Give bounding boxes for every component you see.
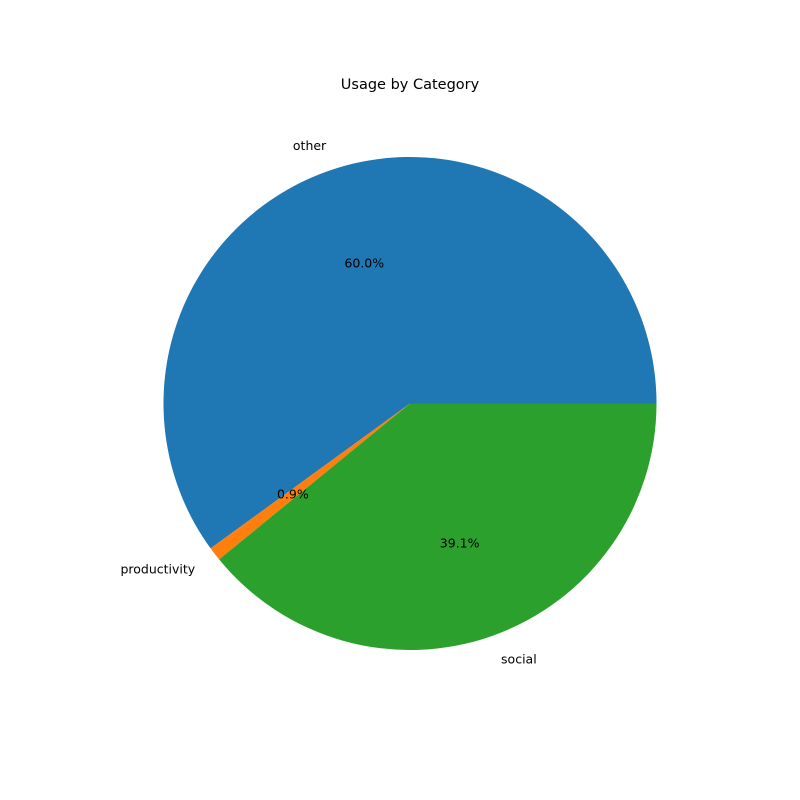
- pct-label-productivity: 0.9%: [277, 486, 309, 501]
- chart-title: Usage by Category: [341, 77, 480, 93]
- pie-slice-productivity: [210, 403, 410, 560]
- pie-labels: other 60.0% productivity 0.9% social 39.1%: [120, 138, 536, 666]
- slice-label-social: social: [501, 651, 537, 666]
- slice-label-productivity: productivity: [120, 562, 195, 577]
- pct-label-other: 60.0%: [344, 255, 384, 270]
- pie-slice-social: [219, 403, 657, 650]
- slice-label-other: other: [293, 138, 327, 153]
- pie-slice-other: [163, 156, 657, 549]
- pie-slices: [163, 156, 657, 650]
- pct-label-social: 39.1%: [440, 535, 480, 550]
